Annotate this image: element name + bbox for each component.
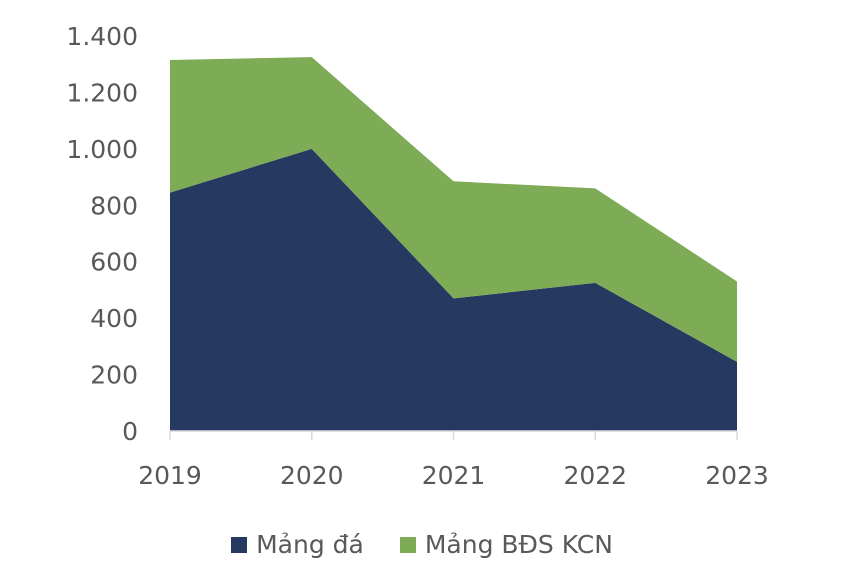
y-tick-label-0: 0 — [122, 417, 138, 446]
x-tick-label-2022: 2022 — [563, 461, 627, 490]
y-tick-label-1400: 1.400 — [66, 22, 138, 51]
y-tick-label-400: 400 — [90, 304, 138, 333]
y-tick-label-1000: 1.000 — [66, 135, 138, 164]
series-areas — [170, 57, 737, 431]
x-axis-ticks — [169, 431, 738, 440]
x-tick-label-2020: 2020 — [280, 461, 344, 490]
legend-label-mang-da: Mảng đá — [256, 530, 364, 559]
legend-item-mang-bds-kcn: Mảng BĐS KCN — [399, 530, 613, 559]
x-tick-label-2021: 2021 — [422, 461, 486, 490]
legend-swatch-mang-da — [231, 536, 248, 553]
y-tick-label-600: 600 — [90, 248, 138, 277]
x-axis-labels: 2019 2020 2021 2022 2023 — [138, 461, 769, 490]
area-series-1 — [170, 57, 737, 362]
x-tick-label-2019: 2019 — [138, 461, 202, 490]
y-axis-labels: 0 200 400 600 800 1.000 1.200 1.400 — [66, 22, 138, 446]
y-tick-label-1200: 1.200 — [66, 78, 138, 107]
area-series-0 — [170, 148, 737, 431]
legend-label-mang-bds-kcn: Mảng BĐS KCN — [424, 530, 613, 559]
legend-item-mang-da: Mảng đá — [231, 530, 364, 559]
y-tick-label-800: 800 — [90, 191, 138, 220]
x-tick-label-2023: 2023 — [705, 461, 769, 490]
y-tick-label-200: 200 — [90, 361, 138, 390]
legend-swatch-mang-bds-kcn — [399, 536, 416, 553]
legend: Mảng đá Mảng BĐS KCN — [0, 530, 844, 559]
